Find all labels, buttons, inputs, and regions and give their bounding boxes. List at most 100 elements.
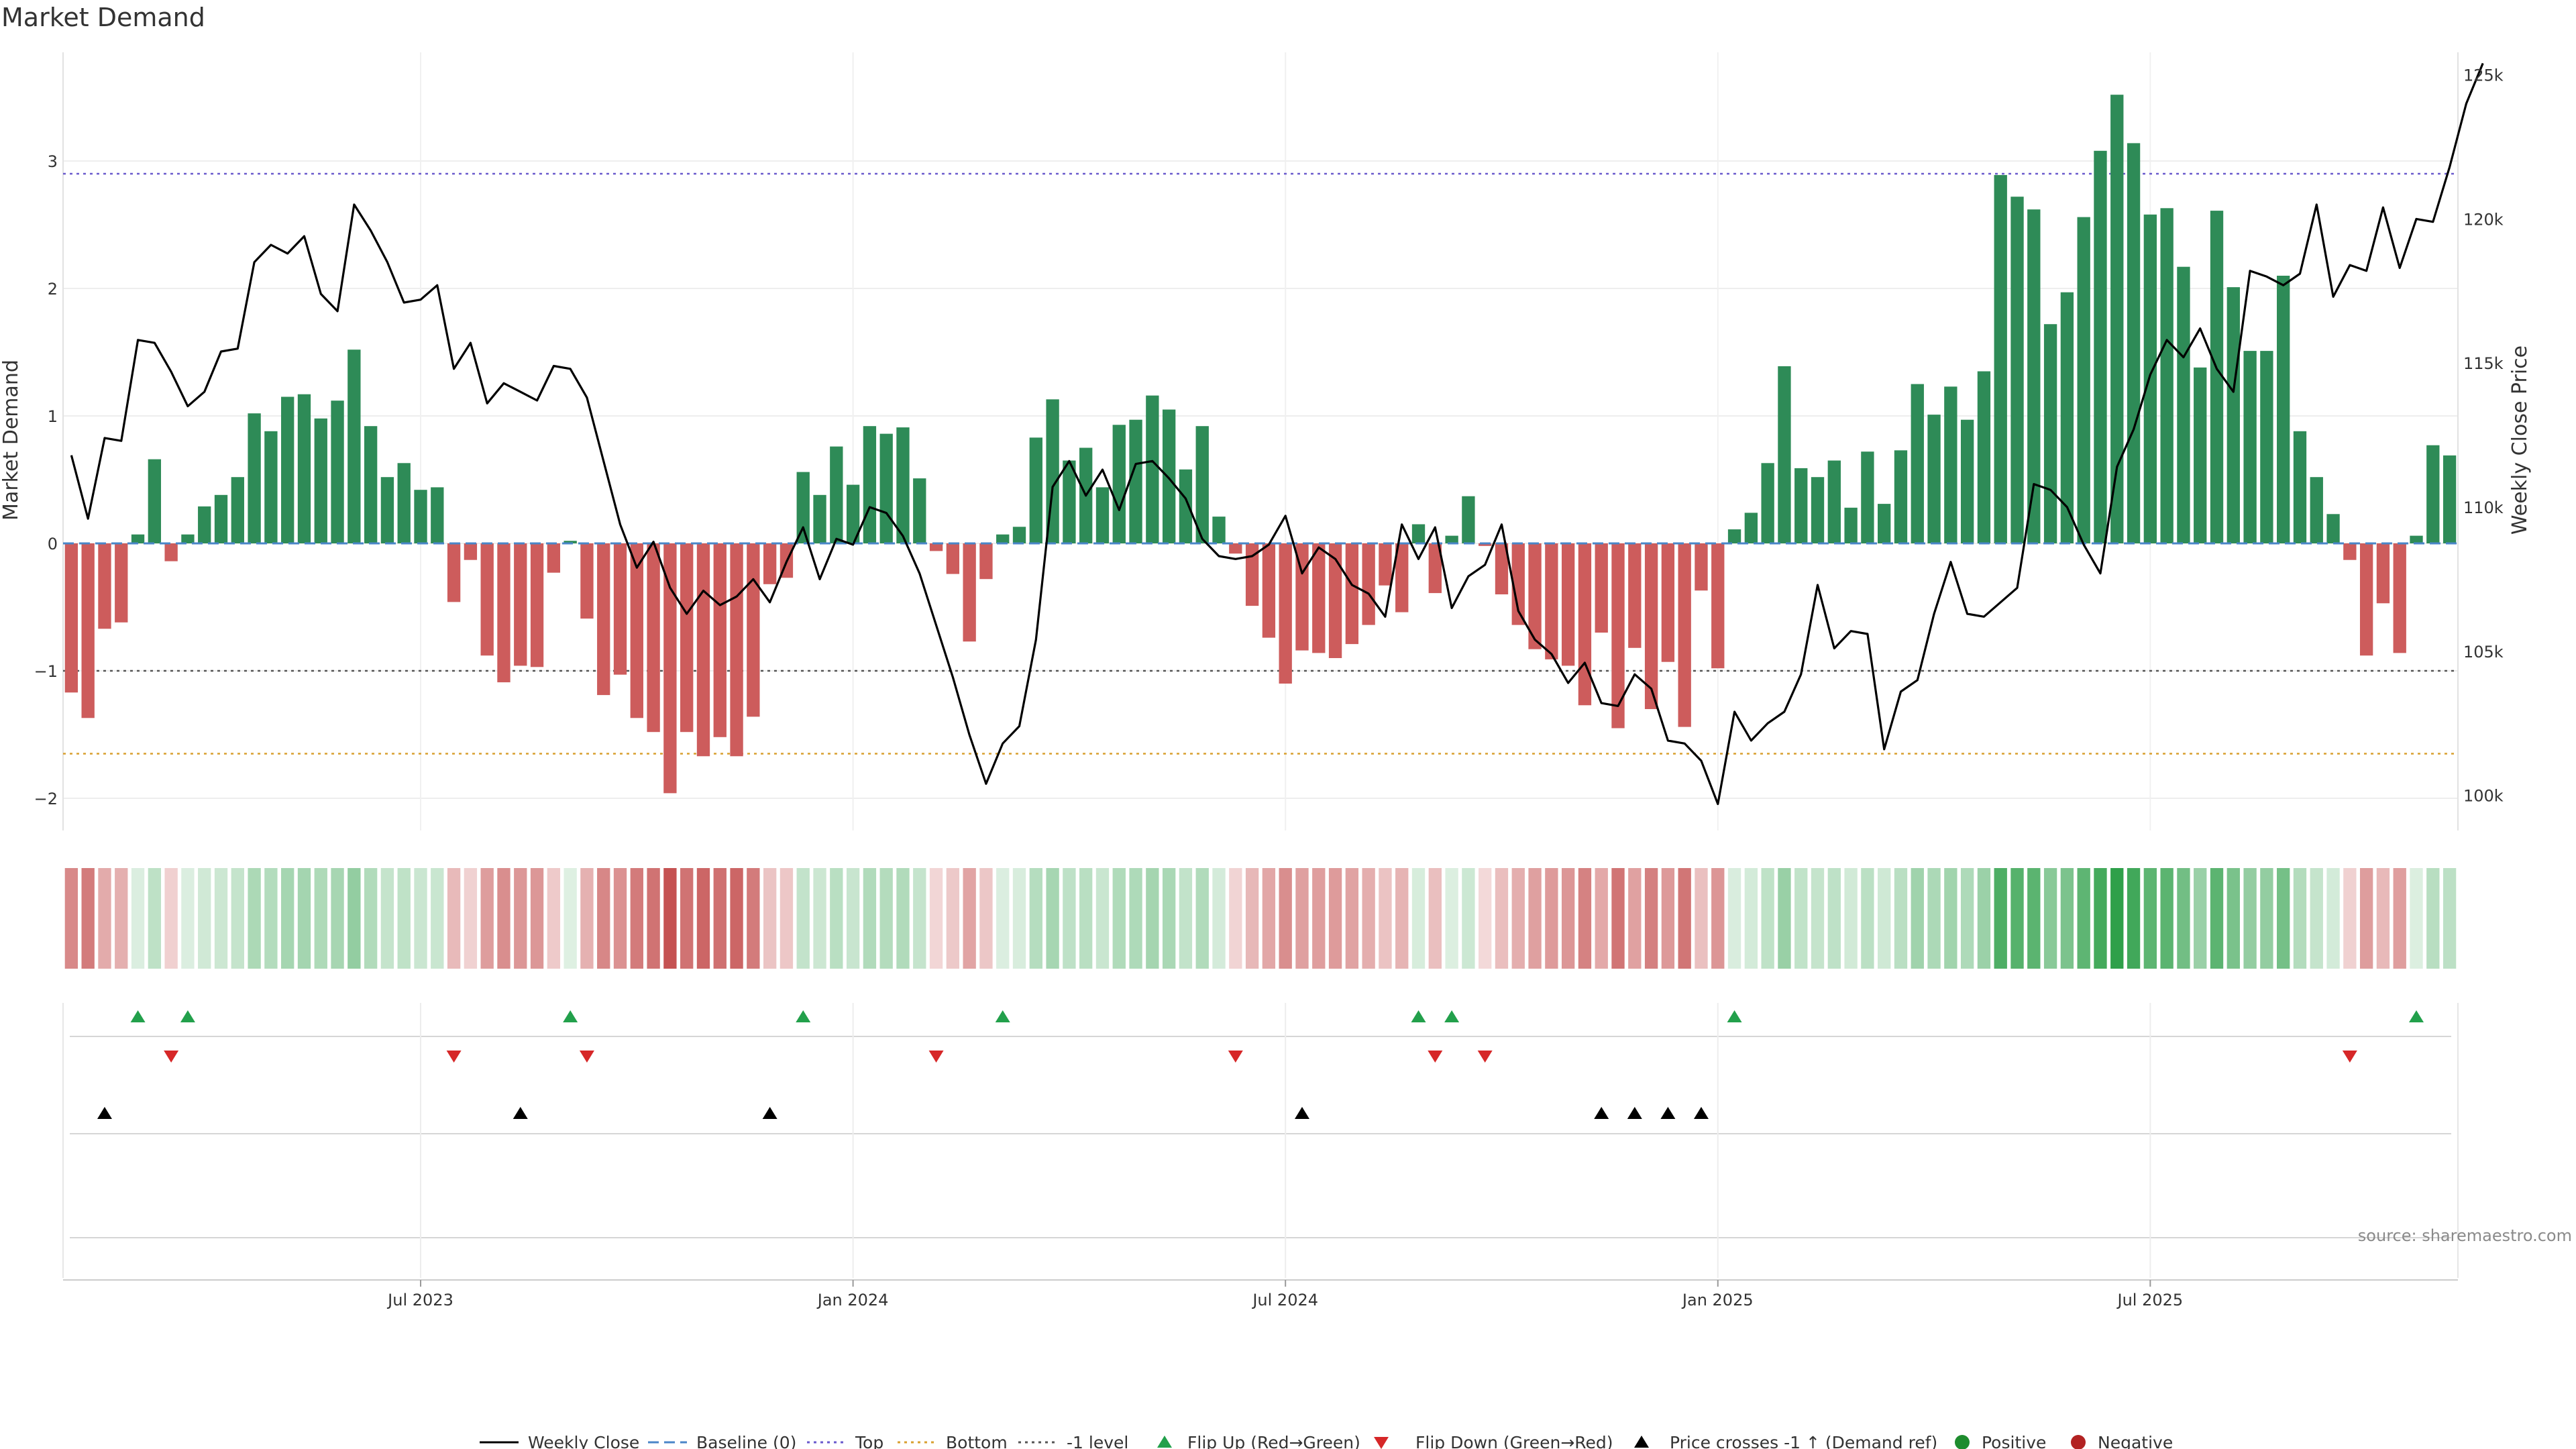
heat-cell — [1894, 868, 1908, 969]
heat-cell — [1844, 868, 1858, 969]
heat-cell — [1428, 868, 1442, 969]
demand-bar — [2043, 324, 2057, 543]
heat-cell — [131, 868, 145, 969]
demand-bar — [364, 426, 378, 543]
heat-cell — [1778, 868, 1791, 969]
heat-cell — [1561, 868, 1575, 969]
demand-bar — [1129, 419, 1142, 543]
demand-bar — [181, 534, 195, 543]
flip-up-marker — [1444, 1010, 1460, 1022]
demand-bar — [98, 543, 111, 629]
heat-cell — [1495, 868, 1509, 969]
heat-cell — [713, 868, 727, 969]
demand-bar — [1362, 543, 1375, 625]
heat-cell — [2027, 868, 2041, 969]
heat-cell — [414, 868, 427, 969]
x-tick-label: Jul 2023 — [386, 1291, 453, 1309]
demand-bar — [1095, 487, 1110, 543]
left-tick-label: 1 — [48, 407, 58, 426]
demand-bar — [1711, 543, 1725, 669]
demand-bar — [1927, 415, 1941, 543]
heat-cell — [730, 868, 743, 969]
heat-cell — [1678, 868, 1691, 969]
flip-up-marker — [1411, 1010, 1426, 1022]
heat-cell — [1162, 868, 1176, 969]
heat-cell — [1761, 868, 1774, 969]
legend: Weekly Close Baseline (0) Top Bottom -1 … — [480, 1433, 2173, 1449]
heat-cell — [1744, 868, 1758, 969]
demand-bar — [2260, 351, 2273, 543]
demand-bar — [1878, 504, 1891, 543]
price-cross-marker — [513, 1107, 528, 1119]
price-cross-icon — [1634, 1436, 1649, 1448]
heat-cell — [680, 868, 694, 969]
x-axis: Jul 2023 Jan 2024 Jul 2024 Jan 2025 Jul 2025 — [63, 1279, 2458, 1309]
demand-bar — [1744, 513, 1758, 543]
heat-cell — [580, 868, 594, 969]
heat-cell — [464, 868, 478, 969]
demand-bar — [198, 506, 211, 543]
heat-cell — [863, 868, 877, 969]
demand-bar — [331, 400, 344, 543]
heat-cell — [1960, 868, 1974, 969]
demand-bar — [996, 534, 1010, 543]
demand-bar — [414, 490, 427, 543]
heat-cell — [297, 868, 311, 969]
demand-bar — [1012, 527, 1026, 543]
demand-bar — [2359, 543, 2373, 656]
demand-bar — [1661, 543, 1675, 662]
demand-bar — [1212, 517, 1226, 543]
legend-positive: Positive — [1955, 1433, 2046, 1449]
heat-cell — [1146, 868, 1159, 969]
legend-top: Top — [807, 1433, 883, 1449]
demand-bar — [1794, 468, 1808, 543]
heat-cell — [1695, 868, 1708, 969]
left-tick-label: 2 — [48, 280, 58, 299]
flip-down-marker — [164, 1051, 179, 1063]
demand-bar — [1445, 535, 1458, 543]
demand-bar — [1162, 409, 1176, 543]
heat-cell — [181, 868, 195, 969]
right-tick-label: 115k — [2463, 354, 2504, 373]
price-cross-marker — [1693, 1107, 1709, 1119]
demand-bar — [2094, 150, 2107, 544]
demand-bar — [863, 426, 877, 543]
heat-cell — [1977, 868, 1991, 969]
demand-bar — [1960, 419, 1974, 543]
heat-cell — [2177, 868, 2190, 969]
heat-cell — [164, 868, 178, 969]
demand-bar — [1761, 463, 1774, 543]
heat-cell — [1878, 868, 1891, 969]
left-tick-label: 0 — [48, 535, 58, 553]
heat-cell — [2143, 868, 2157, 969]
heat-cell — [1129, 868, 1142, 969]
heat-cell — [979, 868, 993, 969]
heat-cell — [264, 868, 278, 969]
heat-cell — [1661, 868, 1675, 969]
heat-cell — [1811, 868, 1825, 969]
demand-bar — [896, 427, 910, 543]
heat-cell — [747, 868, 760, 969]
legend-price-cross: Price crosses -1 ↑ (Demand ref) — [1634, 1433, 1937, 1449]
heat-cell — [630, 868, 643, 969]
heat-cell — [564, 868, 577, 969]
heat-cell — [1395, 868, 1409, 969]
heat-cell — [2194, 868, 2207, 969]
demand-bar — [1944, 386, 1957, 543]
right-axis-label: Weekly Close Price — [2508, 345, 2532, 535]
heat-cell — [2077, 868, 2090, 969]
demand-bar — [115, 543, 128, 623]
flip-down-marker — [1477, 1051, 1493, 1063]
flip-down-marker — [928, 1051, 944, 1063]
demand-bar — [963, 543, 976, 642]
demand-bar — [979, 543, 993, 580]
demand-bar — [1911, 384, 1924, 543]
legend-negative-label: Negative — [2098, 1433, 2173, 1449]
heat-cell — [2359, 868, 2373, 969]
heat-cell — [2043, 868, 2057, 969]
heat-cell — [148, 868, 162, 969]
flip-up-marker — [2409, 1010, 2424, 1022]
demand-bar — [2210, 211, 2224, 543]
demand-bar — [2310, 477, 2323, 543]
